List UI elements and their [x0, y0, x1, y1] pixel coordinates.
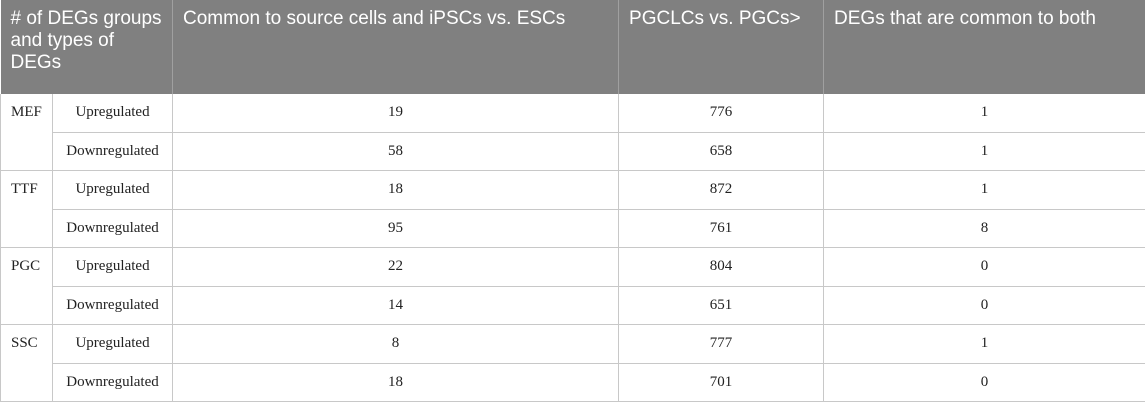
group-cell: PGC: [0, 247, 53, 325]
type-cell: Downregulated: [52, 132, 174, 171]
type-cell: Upregulated: [52, 170, 174, 210]
type-cell: Upregulated: [52, 324, 174, 364]
table-row: Downregulated 95 761 8: [1, 209, 1145, 248]
value-cell: 1: [823, 324, 1145, 364]
type-cell: Downregulated: [52, 363, 174, 402]
type-cell: Upregulated: [52, 247, 174, 287]
value-cell: 658: [618, 132, 825, 171]
value-cell: 872: [618, 170, 825, 210]
value-cell: 761: [618, 209, 825, 248]
value-cell: 776: [618, 94, 825, 133]
value-cell: 777: [618, 324, 825, 364]
header-cell: DEGs that are common to both: [823, 0, 1145, 94]
group-cell: MEF: [0, 94, 53, 171]
value-cell: 8: [172, 324, 620, 364]
table-row: Downregulated 14 651 0: [1, 286, 1145, 325]
value-cell: 1: [823, 132, 1145, 171]
value-cell: 0: [823, 286, 1145, 325]
table-row: TTF Upregulated 18 872 1: [0, 170, 1145, 248]
value-cell: 0: [823, 363, 1145, 402]
value-cell: 58: [172, 132, 620, 171]
value-cell: 14: [172, 286, 620, 325]
value-cell: 701: [618, 363, 825, 402]
value-cell: 1: [823, 94, 1145, 133]
value-cell: 804: [618, 247, 825, 287]
value-cell: 22: [172, 247, 620, 287]
type-cell: Downregulated: [52, 286, 174, 325]
group-cell: TTF: [0, 170, 53, 248]
value-cell: 8: [823, 209, 1145, 248]
value-cell: 0: [823, 247, 1145, 287]
value-cell: 651: [618, 286, 825, 325]
value-cell: 95: [172, 209, 620, 248]
header-cell: # of DEGs groups and types of DEGs: [0, 0, 174, 94]
table-header: # of DEGs groups and types of DEGs Commo…: [0, 0, 1145, 94]
header-cell: PGCLCs vs. PGCs>: [618, 0, 825, 94]
type-cell: Downregulated: [52, 209, 174, 248]
header-cell: Common to source cells and iPSCs vs. ESC…: [172, 0, 620, 94]
value-cell: 18: [172, 170, 620, 210]
table-body: MEF Upregulated 19 776 1 Downregulated 58 658 1 T…: [0, 94, 1145, 402]
value-cell: 18: [172, 363, 620, 402]
value-cell: 1: [823, 170, 1145, 210]
table-row: Downregulated 58 658 1: [1, 132, 1145, 171]
group-cell: SSC: [0, 324, 53, 402]
header-row: # of DEGs groups and types of DEGs Commo…: [0, 0, 1145, 94]
table-row: MEF Upregulated 19 776 1: [0, 94, 1145, 171]
value-cell: 19: [172, 94, 620, 133]
table-row: SSC Upregulated 8 777 1: [0, 324, 1145, 402]
table-row: Downregulated 18 701 0: [1, 363, 1145, 402]
table-row: PGC Upregulated 22 804 0: [0, 247, 1145, 325]
type-cell: Upregulated: [52, 94, 174, 133]
